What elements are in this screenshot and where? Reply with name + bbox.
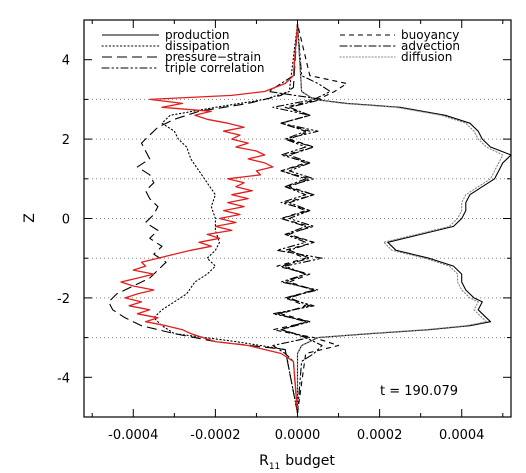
series-layer xyxy=(108,23,511,414)
x-tick-label: 0.0002 xyxy=(357,428,403,443)
x-axis-label-suffix: budget xyxy=(285,453,335,469)
series-line xyxy=(153,23,299,414)
x-tick-label: 0.0004 xyxy=(439,428,485,443)
y-tick-label: 0 xyxy=(62,213,70,228)
legend-label: pressure−strain xyxy=(165,50,261,64)
y-axis-label: Z xyxy=(22,213,38,223)
x-tick-label: -0.0004 xyxy=(108,428,158,443)
legend-label: dissipation xyxy=(165,39,230,53)
series-line xyxy=(296,23,504,414)
time-annotation: t = 190.079 xyxy=(380,384,458,399)
y-tick-label: -2 xyxy=(57,292,70,307)
x-axis-label: R11 budget xyxy=(259,453,335,472)
y-tick-label: -4 xyxy=(57,371,70,386)
series-line xyxy=(120,23,299,414)
x-axis-label-subscript: 11 xyxy=(269,462,280,472)
y-tick-label: 2 xyxy=(62,133,70,148)
legend-label: buoyancy xyxy=(401,28,459,42)
legend-label: diffusion xyxy=(401,50,452,64)
x-tick-label: 0.0000 xyxy=(275,428,321,443)
x-tick-label: -0.0002 xyxy=(190,428,240,443)
series-line xyxy=(108,23,299,414)
series-line xyxy=(296,23,511,413)
legend-label: production xyxy=(165,28,229,42)
dotted-reference-lines xyxy=(84,98,511,339)
series-line xyxy=(268,23,323,414)
legend-label: advection xyxy=(401,39,460,53)
y-tick-label: 4 xyxy=(62,54,70,69)
x-axis: -0.0004 -0.0002 0.0000 0.0002 0.0004 xyxy=(91,20,504,443)
legend: productiondissipationpressure−straintrip… xyxy=(101,28,460,75)
y-axis: -4 -2 0 2 4 xyxy=(57,19,511,418)
x-axis-label-main: R xyxy=(259,453,269,469)
legend-label: triple correlation xyxy=(165,61,265,75)
